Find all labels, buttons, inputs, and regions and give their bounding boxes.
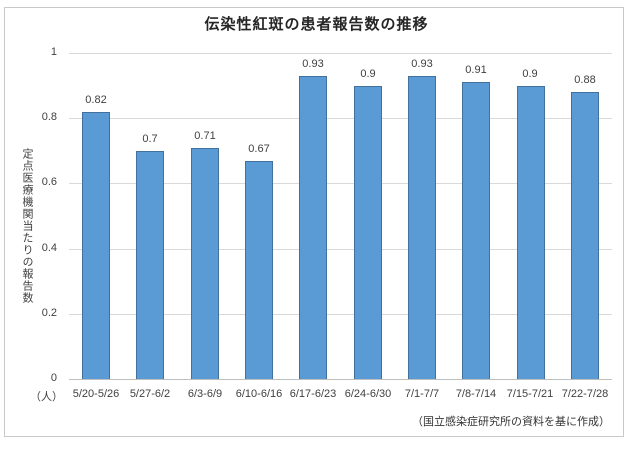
y-tick-label: 0.4 bbox=[41, 242, 57, 254]
x-tick-label: 6/17-6/23 bbox=[289, 388, 337, 400]
chart-title: 伝染性紅斑の患者報告数の推移 bbox=[204, 16, 429, 33]
y-tick-label: 0.2 bbox=[41, 307, 57, 319]
data-label: 0.9 bbox=[360, 68, 376, 80]
bar bbox=[82, 112, 110, 379]
y-axis-title: 定点医療機関当たりの報告数 bbox=[21, 148, 33, 304]
unit-label: （人） bbox=[30, 391, 63, 403]
x-tick-label: 7/22-7/28 bbox=[561, 388, 609, 400]
data-label: 0.67 bbox=[248, 143, 270, 155]
x-tick-label: 7/1-7/7 bbox=[404, 388, 440, 400]
bar bbox=[191, 148, 219, 379]
gridline bbox=[69, 249, 612, 250]
gridline bbox=[69, 314, 612, 315]
y-tick-label: 0.6 bbox=[41, 176, 57, 188]
data-label: 0.82 bbox=[85, 94, 107, 106]
x-axis-line bbox=[69, 379, 612, 380]
bar bbox=[408, 76, 436, 379]
source-footnote: （国立感染症研究所の資料を基に作成） bbox=[412, 416, 610, 428]
data-label: 0.93 bbox=[302, 58, 324, 70]
data-label: 0.7 bbox=[142, 133, 158, 145]
x-tick-label: 5/27-6/2 bbox=[129, 388, 171, 400]
bar bbox=[299, 76, 327, 379]
x-tick-label: 7/8-7/14 bbox=[455, 388, 497, 400]
y-tick-label: 1 bbox=[50, 46, 57, 58]
bar bbox=[136, 151, 164, 379]
data-label: 0.93 bbox=[411, 58, 433, 70]
bar bbox=[462, 82, 490, 379]
x-tick-label: 5/20-5/26 bbox=[72, 388, 120, 400]
x-tick-label: 6/24-6/30 bbox=[344, 388, 392, 400]
data-label: 0.91 bbox=[465, 64, 487, 76]
bar bbox=[571, 92, 599, 379]
data-label: 0.9 bbox=[522, 68, 538, 80]
data-label: 0.88 bbox=[574, 74, 596, 86]
bar bbox=[245, 161, 273, 379]
x-tick-label: 6/10-6/16 bbox=[235, 388, 283, 400]
x-tick-label: 7/15-7/21 bbox=[506, 388, 554, 400]
gridline bbox=[69, 183, 612, 184]
gridline bbox=[69, 118, 612, 119]
gridline bbox=[69, 53, 612, 54]
bar bbox=[354, 86, 382, 379]
x-tick-label: 6/3-6/9 bbox=[187, 388, 223, 400]
data-label: 0.71 bbox=[194, 130, 216, 142]
y-tick-label: 0.8 bbox=[41, 111, 57, 123]
bar bbox=[517, 86, 545, 379]
y-tick-label: 0 bbox=[50, 372, 57, 384]
